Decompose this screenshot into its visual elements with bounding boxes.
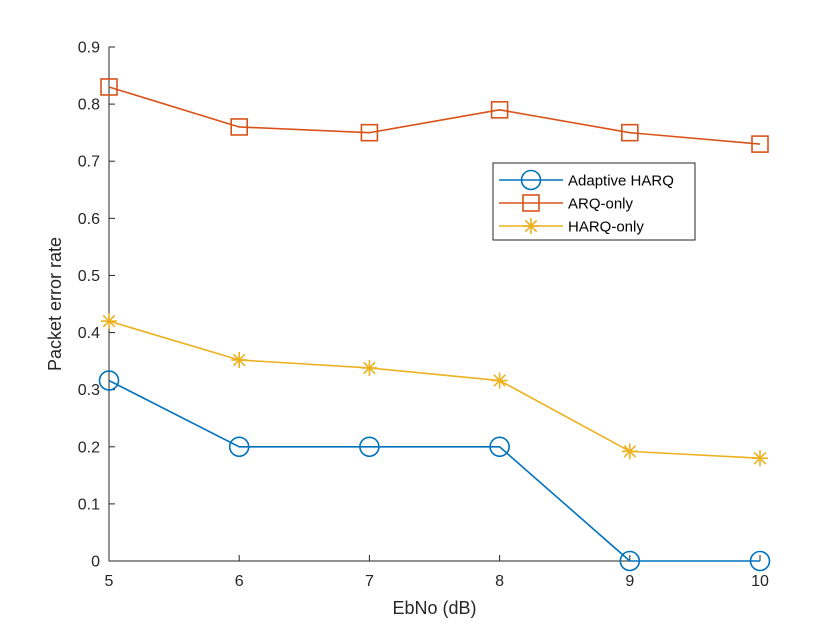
x-axis-title: EbNo (dB) [392,598,476,618]
legend-label: Adaptive HARQ [568,173,674,190]
legend-marker [520,169,542,191]
y-tick-label: 0.1 [78,496,100,513]
series-adaptive-harq [98,370,771,572]
data-point-arq-only [751,135,769,153]
y-tick-label: 0.6 [78,211,100,228]
data-point-adaptive-harq [98,370,120,391]
data-point-harq-only [101,313,117,330]
legend-label: HARQ-only [568,219,644,236]
series-line-adaptive-harq [108,379,760,562]
x-tick-label: 7 [365,573,374,590]
series-harq-only [101,313,768,467]
series-group [98,78,771,572]
x-tick-label: 9 [625,573,634,590]
data-point-harq-only [752,450,768,467]
data-point-harq-only [621,443,638,460]
legend: Adaptive HARQ ARQ-only HARQ-only [492,162,696,241]
legend-entry-arq-only: ARQ-only [499,194,634,213]
legend-label: ARQ-only [568,196,634,213]
data-point-adaptive-harq [359,436,380,458]
y-tick-label: 0.9 [78,40,100,57]
y-axis-title: Packet error rate [45,237,65,371]
data-point-adaptive-harq [619,550,641,572]
y-tick-label: 0.5 [78,268,100,285]
data-point-arq-only [620,123,639,142]
legend-marker [522,194,540,212]
x-tick-label: 5 [105,573,114,590]
y-tick-label: 0.4 [78,325,100,342]
y-tick-label: 0.8 [78,97,100,114]
legend-box [492,162,696,241]
y-tick-label: 0 [91,554,100,571]
y-tick-label: 0.7 [78,154,100,171]
x-tick-label: 10 [751,573,769,590]
x-tick-label: 6 [235,573,244,590]
y-tick-label: 0.2 [78,439,100,456]
data-point-harq-only [231,351,248,368]
series-arq-only [100,78,769,153]
x-tick-label: 8 [495,573,504,590]
legend-entry-adaptive-harq: Adaptive HARQ [499,169,674,191]
data-point-arq-only [100,78,118,96]
y-tick-label: 0.3 [78,382,100,399]
data-point-arq-only [490,101,509,119]
data-point-adaptive-harq [489,436,510,458]
legend-marker [523,218,539,234]
axes: 0 0.1 0.2 0.3 0.4 0.5 0.6 0.7 0.8 0.9 5 6 7 8 9 10 [78,40,769,591]
data-point-adaptive-harq [228,436,250,458]
series-line-arq-only [108,86,761,145]
data-point-arq-only [360,123,379,142]
data-point-adaptive-harq [749,550,771,572]
data-point-harq-only [491,372,508,389]
legend-entry-harq-only: HARQ-only [499,218,644,236]
series-line-harq-only [108,320,761,459]
data-point-harq-only [361,359,378,376]
data-point-arq-only [230,118,248,136]
